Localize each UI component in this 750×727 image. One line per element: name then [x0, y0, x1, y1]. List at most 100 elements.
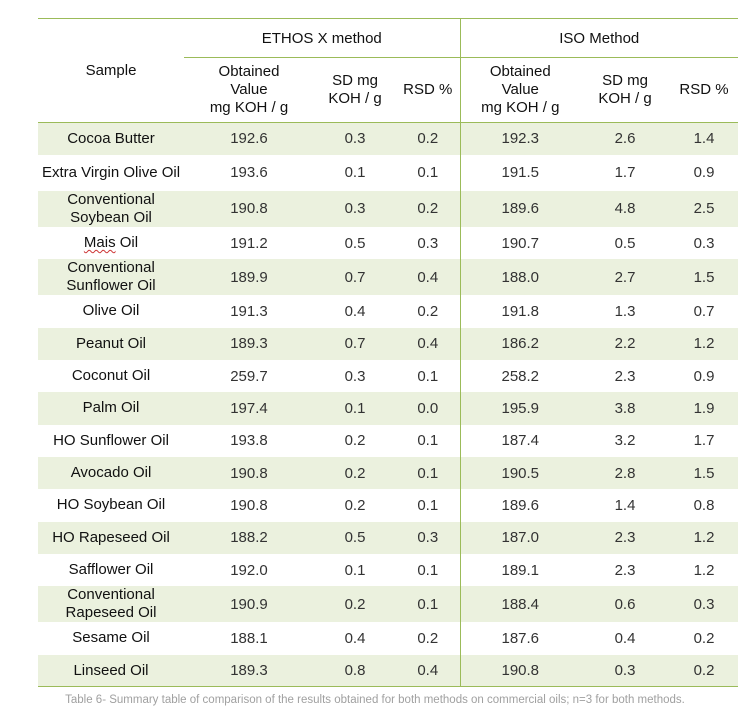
- iso-sd-cell: 2.3: [614, 367, 636, 385]
- ethos-sd-cell: 0.7: [314, 327, 396, 360]
- iso-value-cell: 190.5: [460, 456, 581, 490]
- iso-rsd-cell: 1.9: [670, 392, 739, 425]
- sample-name-cell: Conventional Rapeseed Oil: [38, 586, 184, 623]
- iso-sd-cell: 2.7: [580, 259, 671, 296]
- table-row: Olive Oil 191.3 0.4 0.2 191.8 1.3 0.7: [38, 295, 738, 328]
- sample-name-cell: Mais Oil: [83, 234, 139, 252]
- iso-sd-cell: 1.7: [614, 164, 636, 182]
- table-row: Conventional Sunflower Oil 189.9 0.7 0.4 188…: [38, 259, 739, 296]
- iso-value-cell: 187.6: [501, 629, 540, 647]
- iso-sd-cell: 2.2: [580, 327, 671, 360]
- ethos-rsd-cell: 0.3: [396, 226, 461, 260]
- iso-value-cell: 186.2: [460, 327, 581, 360]
- iso-value-cell: 191.5: [501, 164, 540, 182]
- sample-name-cell: Coconut Oil: [71, 367, 151, 385]
- iso-rsd-header: RSD %: [670, 57, 739, 123]
- ethos-rsd-cell: 0.4: [396, 654, 461, 688]
- sample-name-cell: Extra Virgin Olive Oil: [41, 163, 181, 181]
- iso-rsd-cell: 0.9: [693, 164, 715, 182]
- iso-value-cell: 195.9: [460, 392, 581, 425]
- ethos-sd-cell: 0.2: [344, 432, 366, 450]
- sample-name-cell: HO Soybean Oil: [56, 496, 166, 514]
- iso-value-cell: 187.0: [460, 521, 581, 554]
- ethos-sd-header: SD mg KOH / g: [314, 57, 396, 123]
- ethos-value-cell: 190.9: [184, 586, 314, 623]
- ethos-value-cell: 188.1: [230, 629, 268, 647]
- iso-sd-cell: 3.8: [580, 392, 671, 425]
- sample-name-cell: Olive Oil: [82, 302, 140, 320]
- iso-rsd-cell: 0.9: [693, 367, 715, 385]
- iso-rsd-cell: 0.2: [670, 654, 739, 688]
- ethos-value-cell: 259.7: [230, 367, 268, 385]
- ethos-value-header: Obtained Value mg KOH / g: [184, 57, 314, 123]
- ethos-rsd-header: RSD %: [396, 57, 461, 123]
- iso-value-cell: 190.8: [460, 654, 581, 688]
- table-row: Peanut Oil 189.3 0.7 0.4 186.2 2.2 1.2: [38, 327, 739, 360]
- iso-rsd-cell: 1.2: [693, 561, 715, 579]
- iso-rsd-cell: 1.4: [670, 122, 739, 155]
- iso-sd-cell: 2.6: [580, 122, 671, 155]
- iso-rsd-cell: 0.7: [693, 302, 715, 320]
- ethos-value-cell: 191.3: [230, 302, 268, 320]
- ethos-value-cell: 192.6: [184, 122, 314, 155]
- sample-name-cell: HO Rapeseed Oil: [38, 521, 184, 554]
- ethos-rsd-cell: 0.2: [396, 190, 461, 227]
- ethos-sd-cell: 0.3: [314, 190, 396, 227]
- table-row: Palm Oil 197.4 0.1 0.0 195.9 3.8 1.9: [38, 392, 739, 425]
- ethos-rsd-cell: 0.1: [396, 359, 461, 393]
- iso-sd-cell: 2.3: [580, 521, 671, 554]
- ethos-value-cell: 190.8: [230, 496, 268, 514]
- iso-sd-cell: 2.8: [580, 456, 671, 490]
- ethos-value-cell: 193.8: [230, 432, 268, 450]
- table-row: Linseed Oil 189.3 0.8 0.4 190.8 0.3 0.2: [38, 654, 739, 688]
- table-row: Safflower Oil 192.0 0.1 0.1 189.1 2.3 1.2: [38, 553, 738, 587]
- iso-value-cell: 189.6: [501, 496, 540, 514]
- iso-sd-cell: 3.2: [614, 432, 636, 450]
- sample-name-cell: Peanut Oil: [38, 327, 184, 360]
- ethos-sd-cell: 0.5: [314, 521, 396, 554]
- ethos-value-cell: 189.3: [184, 327, 314, 360]
- iso-rsd-cell: 0.2: [693, 629, 715, 647]
- ethos-rsd-cell: 0.4: [396, 259, 461, 296]
- ethos-sd-cell: 0.5: [344, 234, 366, 252]
- table-caption: Table 6- Summary table of comparison of …: [65, 694, 685, 706]
- iso-value-cell: 189.6: [460, 190, 581, 227]
- ethos-value-cell: 188.2: [184, 521, 314, 554]
- iso-sd-cell: 0.6: [580, 586, 671, 623]
- ethos-value-cell: 190.8: [184, 190, 314, 227]
- sample-name-cell: Avocado Oil: [38, 456, 184, 490]
- ethos-rsd-cell: 0.1: [396, 154, 461, 191]
- table-row: Conventional Rapeseed Oil 190.9 0.2 0.1 188.…: [38, 586, 739, 623]
- table-row: Coconut Oil 259.7 0.3 0.1 258.2 2.3 0.9: [38, 359, 738, 393]
- sample-name-cell: Safflower Oil: [68, 561, 154, 579]
- ethos-sd-cell: 0.7: [314, 259, 396, 296]
- table-row: Extra Virgin Olive Oil 193.6 0.1 0.1 191.5 1.…: [38, 154, 738, 191]
- ethos-rsd-cell: 0.0: [396, 392, 461, 425]
- ethos-sd-cell: 0.3: [344, 367, 366, 385]
- iso-value-cell: 188.0: [460, 259, 581, 296]
- sample-name-cell: Sesame Oil: [72, 629, 150, 647]
- sample-name-cell: Conventional Soybean Oil: [38, 190, 184, 227]
- table-row: Sesame Oil 188.1 0.4 0.2 187.6 0.4 0.2: [38, 622, 738, 655]
- iso-rsd-cell: 1.7: [693, 432, 715, 450]
- table-row: HO Rapeseed Oil 188.2 0.5 0.3 187.0 2.3 1.2: [38, 521, 739, 554]
- ethos-rsd-cell: 0.1: [396, 586, 461, 623]
- iso-value-cell: 192.3: [460, 122, 581, 155]
- sample-name-cell: Cocoa Butter: [38, 122, 184, 155]
- sample-name-cell: Conventional Sunflower Oil: [38, 259, 184, 296]
- table-row: Mais Oil 191.2 0.5 0.3 190.7 0.5 0.3: [38, 226, 738, 260]
- iso-rsd-cell: 1.5: [670, 456, 739, 490]
- sample-name-cell: HO Sunflower Oil: [53, 431, 169, 449]
- ethos-sd-cell: 0.1: [314, 392, 396, 425]
- iso-value-cell: 190.7: [501, 234, 540, 252]
- comparison-table: Sample ETHOS X method ISO Method Obtaine…: [38, 18, 739, 688]
- iso-sd-cell: 1.3: [614, 302, 636, 320]
- ethos-value-cell: 189.3: [184, 654, 314, 688]
- ethos-sd-cell: 0.2: [314, 586, 396, 623]
- ethos-sd-cell: 0.4: [344, 629, 366, 647]
- table-row: Avocado Oil 190.8 0.2 0.1 190.5 2.8 1.5: [38, 456, 739, 490]
- ethos-sd-cell: 0.4: [344, 302, 366, 320]
- ethos-rsd-cell: 0.1: [396, 553, 461, 587]
- ethos-value-cell: 190.8: [184, 456, 314, 490]
- table-row: HO Sunflower Oil 193.8 0.2 0.1 187.4 3.2 1.7: [38, 424, 738, 457]
